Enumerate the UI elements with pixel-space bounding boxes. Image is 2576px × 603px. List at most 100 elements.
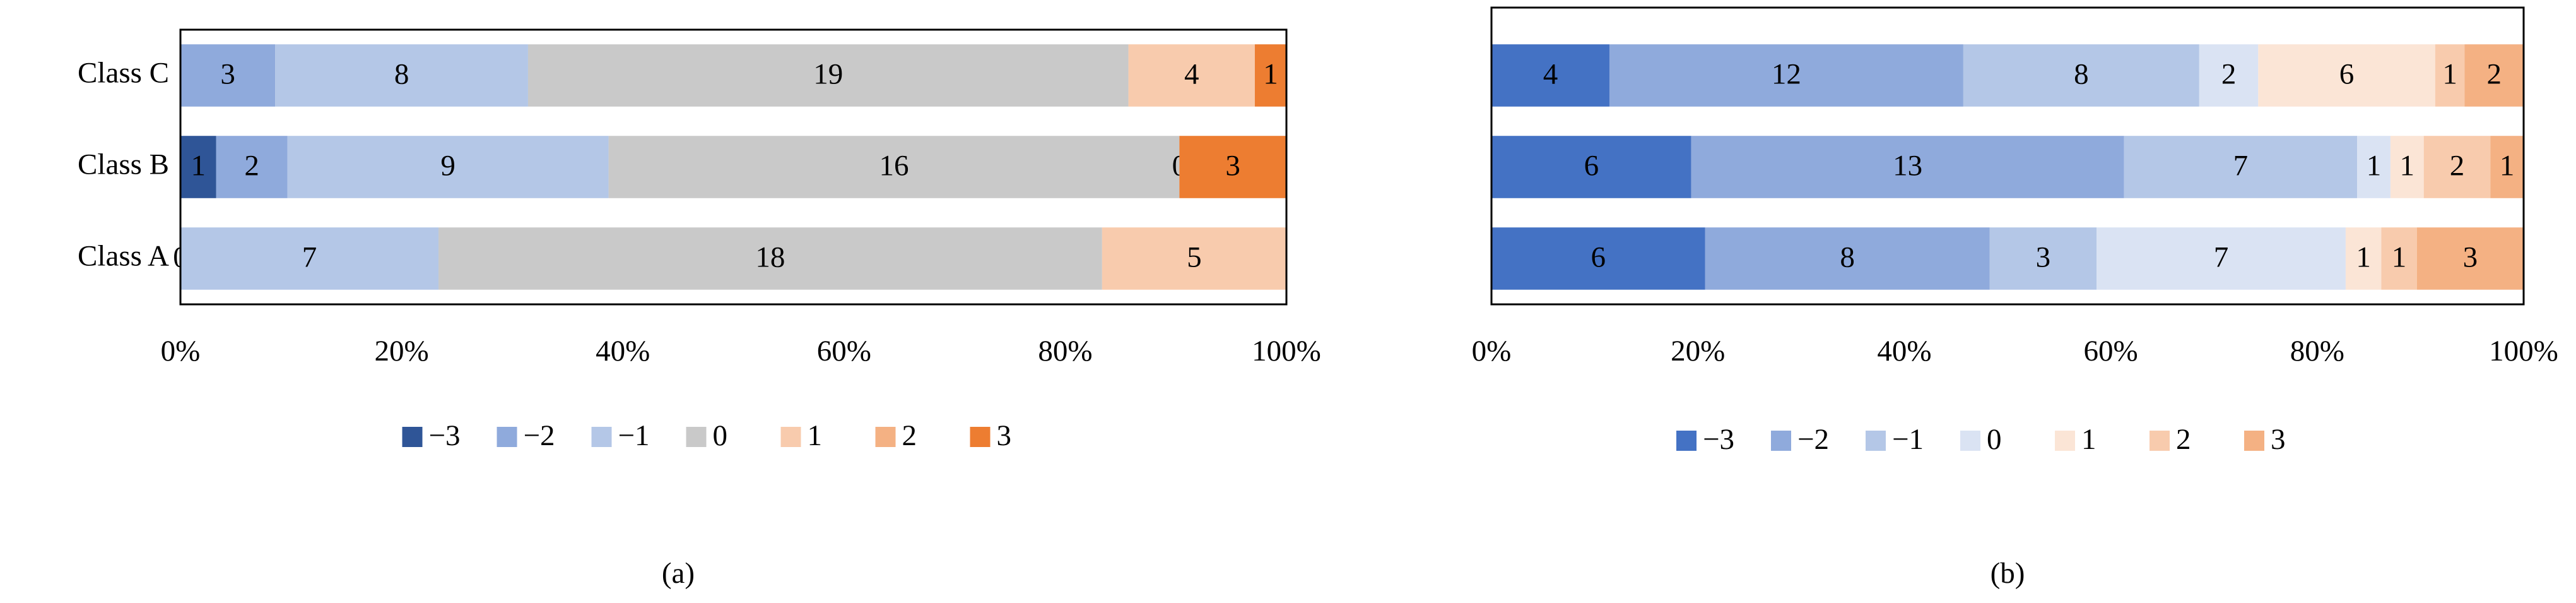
data-label: 13	[1893, 149, 1922, 182]
bar-segment	[608, 136, 1180, 198]
data-label: 2	[2487, 57, 2502, 90]
bar-segment	[1491, 136, 1691, 198]
bar-segment	[1691, 136, 2124, 198]
bar-segment	[1963, 44, 2199, 107]
legend-swatch	[402, 427, 423, 447]
data-label: 3	[2036, 241, 2051, 273]
data-label: 19	[813, 57, 843, 90]
data-label: 7	[2214, 241, 2229, 273]
data-label: 7	[2233, 149, 2249, 182]
legend-swatch	[1771, 431, 1791, 451]
legend-swatch	[686, 427, 707, 447]
bar-segment	[180, 136, 216, 198]
data-label: 2	[244, 149, 259, 182]
bar-segment	[2390, 136, 2424, 198]
legend-swatch	[780, 427, 801, 447]
data-label: 1	[2367, 149, 2382, 182]
data-label: 3	[220, 57, 235, 90]
legend-label: 2	[902, 419, 917, 452]
data-label: 8	[2074, 57, 2089, 90]
bar-segment	[2097, 227, 2346, 290]
bar-segment	[527, 44, 1129, 107]
legend-swatch	[2150, 431, 2170, 451]
data-label: 6	[1584, 149, 1599, 182]
x-tick-label: 60%	[2084, 335, 2138, 367]
bar-segment	[1102, 227, 1286, 290]
bar-segment	[2258, 44, 2435, 107]
legend-swatch	[1676, 431, 1697, 451]
bar-segment	[1254, 44, 1286, 107]
plot-frame	[1490, 6, 2525, 306]
data-label: 6	[1591, 241, 1606, 273]
legend-label: 0	[1987, 423, 2002, 456]
legend-label: −2	[524, 419, 555, 452]
data-label: 2	[2221, 57, 2237, 90]
x-tick-label: 80%	[1038, 335, 1092, 367]
legend-label: 1	[2081, 423, 2097, 456]
x-tick-label: 20%	[375, 335, 429, 367]
x-tick-label: 60%	[817, 335, 871, 367]
legend-swatch	[497, 427, 517, 447]
data-label: 3	[2463, 241, 2478, 273]
data-label: 16	[879, 149, 909, 182]
bar-segment	[2490, 136, 2524, 198]
legend-label: −1	[618, 419, 650, 452]
data-label: 9	[440, 149, 456, 182]
bar-segment	[2381, 227, 2417, 290]
legend-label: 3	[997, 419, 1012, 452]
legend-label: 2	[2176, 423, 2191, 456]
bar-segment	[180, 227, 439, 290]
bar-segment	[2464, 44, 2524, 107]
bar-segment	[216, 136, 288, 198]
data-label: 1	[2500, 149, 2515, 182]
data-label: 8	[1840, 241, 1855, 273]
data-label: 1	[1263, 57, 1278, 90]
bar-segment	[1179, 136, 1286, 198]
data-label: 6	[2339, 57, 2355, 90]
data-label: 1	[2392, 241, 2407, 273]
bar-segment	[2416, 227, 2524, 290]
bar-segment	[2423, 136, 2491, 198]
x-tick-label: 80%	[2290, 335, 2344, 367]
bar-segment	[1609, 44, 1963, 107]
bar-segment	[2435, 44, 2465, 107]
bar-segment	[2357, 136, 2391, 198]
data-label: 3	[1225, 149, 1240, 182]
bar-segment	[2124, 136, 2358, 198]
bar-segment	[2199, 44, 2259, 107]
plot-frame	[179, 28, 1288, 306]
bar-segment	[1491, 44, 1609, 107]
legend-swatch	[2244, 431, 2264, 451]
x-tick-label: 0%	[161, 335, 201, 367]
data-label: 1	[2400, 149, 2415, 182]
bar-segment	[1128, 44, 1255, 107]
legend-label: −3	[429, 419, 461, 452]
legend-label: −1	[1892, 423, 1924, 456]
data-label: 4	[1184, 57, 1199, 90]
bar-segment	[2345, 227, 2382, 290]
bar-segment	[1705, 227, 1990, 290]
data-label: 7	[302, 241, 317, 273]
x-tick-label: 40%	[1877, 335, 1931, 367]
legend-label: −3	[1703, 423, 1734, 456]
legend-swatch	[1960, 431, 1980, 451]
bar-segment	[180, 44, 276, 107]
bar-segment	[438, 227, 1102, 290]
y-tick-label: Class A	[78, 239, 169, 272]
data-label: 4	[1543, 57, 1558, 90]
bar-segment	[1989, 227, 2097, 290]
bar-segment	[287, 136, 609, 198]
legend-swatch	[875, 427, 896, 447]
data-label: 1	[2356, 241, 2371, 273]
legend-label: 0	[713, 419, 728, 452]
legend-swatch	[970, 427, 991, 447]
caption: (b)	[1991, 557, 2025, 590]
caption: (a)	[662, 557, 695, 590]
bar-segment	[1491, 227, 1705, 290]
data-label: 2	[2450, 149, 2465, 182]
x-tick-label: 100%	[1252, 335, 1321, 367]
legend-label: −2	[1797, 423, 1829, 456]
data-label: 5	[1187, 241, 1202, 273]
